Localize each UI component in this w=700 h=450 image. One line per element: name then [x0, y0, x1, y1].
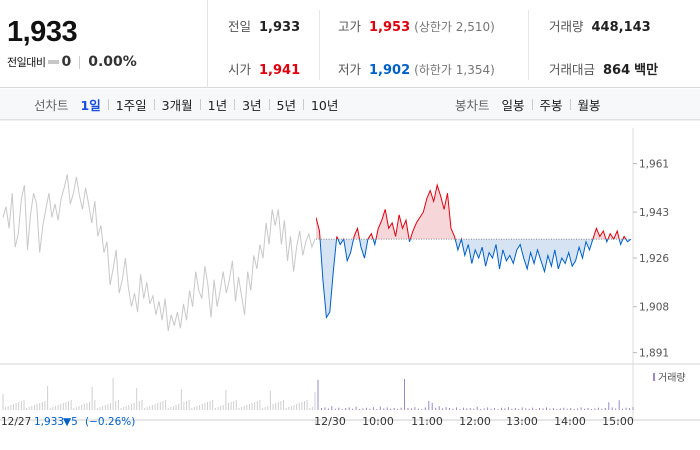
change-rate: 0.00%	[88, 54, 137, 70]
y-tick-label: 1,926	[639, 253, 669, 265]
candle-weekly[interactable]: 주봉	[539, 98, 563, 113]
current-price-box: 1,933 전일대비 0 0.00%	[0, 0, 208, 88]
flat-change-icon	[48, 60, 60, 64]
divider	[302, 99, 304, 110]
y-tick-label: 1,943	[639, 207, 669, 219]
open-stat: 시가 1,941	[228, 59, 300, 78]
y-tick-label: 1,961	[639, 159, 669, 171]
volume-legend-swatch	[653, 373, 655, 381]
period-1w[interactable]: 1주일	[115, 98, 147, 113]
x-tick-label: 14:00	[554, 415, 586, 428]
previous-session-rate: (−0.26%)	[85, 416, 135, 428]
candle-monthly[interactable]: 월봉	[577, 98, 601, 113]
x-tick-label: 11:00	[411, 415, 443, 428]
divider	[153, 99, 155, 110]
period-10y[interactable]: 10년	[310, 98, 339, 113]
price-chart-svg: 1,891 1,908 1,926 1,943 1,961 거래량 12/27 1,933▼5…	[0, 120, 700, 428]
intraday-chart: 1,891 1,908 1,926 1,943 1,961 거래량 12/27 1,933 ▼5…	[0, 120, 700, 450]
divider	[319, 10, 320, 80]
amount-label: 거래대금	[549, 62, 596, 77]
divider	[107, 99, 109, 110]
prev-close-label: 전일	[228, 19, 252, 34]
candle-daily[interactable]: 일봉	[501, 98, 525, 113]
divider	[528, 10, 529, 80]
line-chart-title: 선차트	[34, 98, 69, 113]
period-1d[interactable]: 1일	[80, 98, 101, 113]
amount-stat: 거래대금 864 백만	[549, 59, 658, 78]
open-value: 1,941	[259, 63, 301, 78]
divider	[268, 99, 270, 110]
high-label: 고가	[338, 19, 362, 34]
chart-toolbar: 선차트 1일 1주일 3개월 1년 3년 5년 10년 봉차트 일봉 주봉 월봉	[0, 89, 700, 120]
line-chart-periods: 선차트 1일 1주일 3개월 1년 3년 5년 10년	[34, 89, 338, 120]
x-tick-label: 15:00	[602, 415, 634, 428]
session-date-label: 12/30	[314, 415, 346, 428]
upper-limit: (상한가 2,510)	[414, 20, 495, 34]
volume-stat: 거래량 448,143	[549, 16, 651, 35]
low-label: 저가	[338, 62, 362, 77]
change-label: 전일대비	[7, 56, 46, 69]
today-line-down	[319, 239, 632, 320]
divider	[199, 99, 201, 110]
fall-area	[316, 239, 631, 318]
divider	[569, 99, 571, 110]
current-price: 1,933	[7, 16, 78, 48]
divider	[234, 99, 236, 110]
open-label: 시가	[228, 62, 252, 77]
amount-unit: 백만	[634, 63, 659, 78]
change-value: 0	[61, 54, 72, 70]
candle-chart-title: 봉차트	[455, 98, 490, 113]
quote-summary: 1,933 전일대비 0 0.00% 전일 1,933 시가 1,941 고가 …	[0, 0, 700, 88]
previous-session-line	[2, 174, 316, 332]
prev-close-value: 1,933	[259, 20, 301, 35]
low-stat: 저가 1,902 (하한가 1,354)	[338, 59, 495, 78]
x-tick-label: 10:00	[362, 415, 394, 428]
x-tick-label: 13:00	[506, 415, 538, 428]
divider	[531, 99, 533, 110]
period-5y[interactable]: 5년	[276, 98, 296, 113]
volume-label: 거래량	[549, 19, 584, 34]
y-tick-label: 1,891	[639, 348, 669, 360]
previous-session-change: ▼5	[63, 416, 78, 428]
volume-value: 448,143	[591, 20, 651, 35]
candle-chart-types: 봉차트 일봉 주봉 월봉	[455, 89, 601, 120]
amount-value: 864	[603, 63, 631, 78]
period-3m[interactable]: 3개월	[161, 98, 193, 113]
today-line-up	[316, 183, 632, 240]
period-1y[interactable]: 1년	[207, 98, 228, 113]
previous-session-close: 1,933	[34, 416, 64, 428]
volume-legend: 거래량	[658, 372, 686, 384]
high-stat: 고가 1,953 (상한가 2,510)	[338, 16, 495, 35]
divider	[79, 55, 81, 69]
low-value: 1,902	[369, 63, 411, 78]
price-change-row: 전일대비 0 0.00%	[7, 53, 137, 71]
period-3y[interactable]: 3년	[242, 98, 262, 113]
x-tick-label: 12:00	[459, 415, 491, 428]
y-tick-label: 1,908	[639, 302, 669, 314]
lower-limit: (하한가 1,354)	[414, 63, 495, 77]
high-value: 1,953	[369, 20, 411, 35]
previous-session-date: 12/27	[1, 416, 31, 428]
prev-close-stat: 전일 1,933	[228, 16, 300, 35]
